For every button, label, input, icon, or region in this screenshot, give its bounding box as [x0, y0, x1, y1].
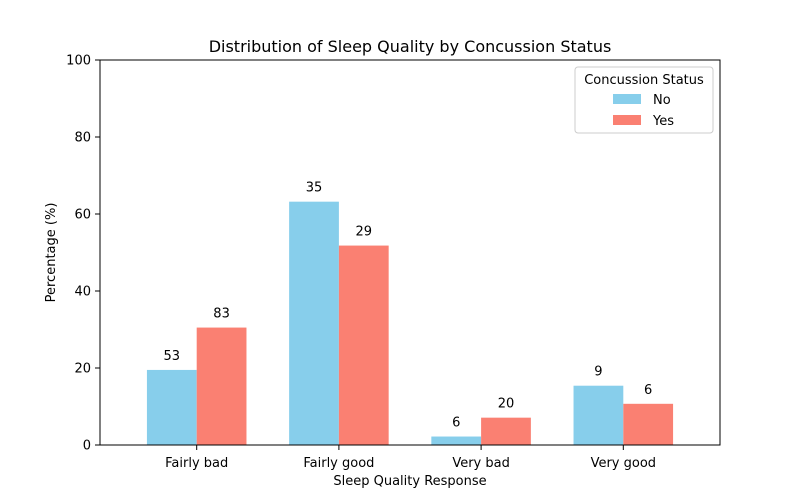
legend: Concussion Status No Yes	[574, 66, 714, 134]
y-tick-label: 100	[66, 54, 91, 69]
plot-area-frame	[99, 59, 721, 446]
data-label: 6	[644, 383, 652, 398]
bar-yes-fairly-good	[338, 245, 389, 445]
bar-yes-very-bad	[481, 417, 531, 445]
bar-yes-fairly-bad	[196, 327, 247, 445]
bar-no-fairly-bad	[146, 369, 197, 445]
x-tick-label: Very good	[591, 456, 656, 471]
y-tick-label: 20	[74, 362, 91, 377]
y-axis-label: Percentage (%)	[44, 203, 59, 303]
data-label: 29	[356, 225, 373, 240]
legend-label-no: No	[653, 93, 671, 108]
bar-yes-very-good	[623, 403, 674, 445]
legend-swatch-yes	[613, 115, 641, 125]
data-label: 35	[306, 181, 323, 196]
y-tick-label: 0	[83, 439, 91, 454]
legend-title: Concussion Status	[584, 73, 704, 88]
data-label: 83	[213, 307, 230, 322]
data-labels-group: 53 83 35 29 6 20 9 6	[164, 181, 653, 431]
bar-series-group	[146, 201, 674, 445]
x-tick-label: Very bad	[452, 456, 510, 471]
bar-no-fairly-good	[289, 201, 339, 445]
data-label: 9	[594, 365, 602, 380]
y-tick-label: 40	[74, 285, 91, 300]
legend-box	[574, 66, 714, 134]
x-axis: Fairly bad Fairly good Very bad Very good	[165, 445, 656, 471]
x-tick-label: Fairly good	[303, 456, 374, 471]
legend-label-yes: Yes	[652, 114, 674, 129]
y-tick-label: 60	[74, 208, 91, 223]
x-tick-label: Fairly bad	[165, 456, 228, 471]
x-axis-label: Sleep Quality Response	[333, 474, 486, 489]
chart-title: Distribution of Sleep Quality by Concuss…	[209, 37, 612, 56]
data-label: 53	[164, 349, 181, 364]
bar-no-very-bad	[431, 436, 482, 445]
y-axis: 0 20 40 60 80 100	[66, 54, 100, 454]
y-tick-label: 80	[74, 131, 91, 146]
bar-no-very-good	[573, 385, 624, 445]
data-label: 6	[452, 416, 460, 431]
data-label: 20	[498, 397, 515, 412]
legend-swatch-no	[613, 94, 641, 104]
